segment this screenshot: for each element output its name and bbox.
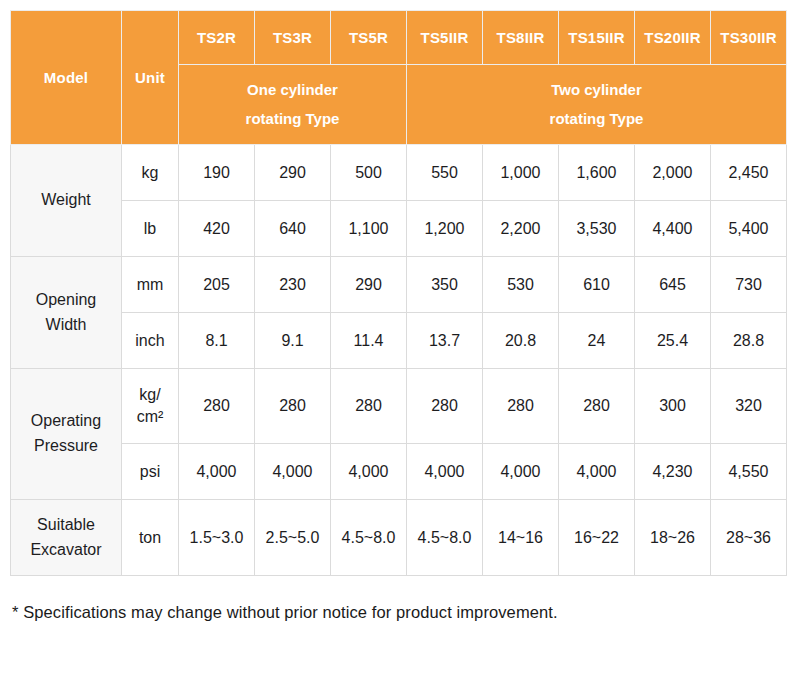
spec-value-cell: 4,000	[559, 444, 635, 500]
table-row: Operating Pressure kg/ cm² 280 280 280 2…	[11, 369, 787, 444]
spec-value-cell: 300	[635, 369, 711, 444]
spec-value-cell: 205	[179, 257, 255, 313]
row-label-suitable-excavator: Suitable Excavator	[11, 500, 122, 576]
group-header-two-cylinder: Two cylinder rotating Type	[407, 65, 787, 145]
table-row: Suitable Excavator ton 1.5~3.0 2.5~5.0 4…	[11, 500, 787, 576]
spec-value-cell: 28~36	[711, 500, 787, 576]
spec-value-cell: 4,000	[483, 444, 559, 500]
spec-value-cell: 4,400	[635, 201, 711, 257]
unit-cell-ton: ton	[122, 500, 179, 576]
spec-value-cell: 28.8	[711, 313, 787, 369]
model-header-cell: Model	[11, 11, 122, 145]
col-header-ts30iir: TS30IIR	[711, 11, 787, 65]
col-header-ts20iir: TS20IIR	[635, 11, 711, 65]
spec-value-cell: 280	[559, 369, 635, 444]
spec-value-cell: 11.4	[331, 313, 407, 369]
spec-value-cell: 4,000	[407, 444, 483, 500]
row-label-operating-pressure: Operating Pressure	[11, 369, 122, 500]
spec-value-cell: 550	[407, 145, 483, 201]
unit-cell-inch: inch	[122, 313, 179, 369]
spec-value-cell: 610	[559, 257, 635, 313]
spec-value-cell: 420	[179, 201, 255, 257]
spec-value-cell: 280	[331, 369, 407, 444]
table-row: Opening Width mm 205 230 290 350 530 610…	[11, 257, 787, 313]
spec-value-cell: 320	[711, 369, 787, 444]
spec-value-cell: 350	[407, 257, 483, 313]
spec-value-cell: 530	[483, 257, 559, 313]
spec-value-cell: 1,200	[407, 201, 483, 257]
spec-table: Model Unit TS2R TS3R TS5R TS5IIR TS8IIR …	[10, 10, 787, 576]
spec-value-cell: 290	[331, 257, 407, 313]
col-header-ts15iir: TS15IIR	[559, 11, 635, 65]
spec-value-cell: 730	[711, 257, 787, 313]
spec-value-cell: 640	[255, 201, 331, 257]
spec-value-cell: 280	[483, 369, 559, 444]
spec-value-cell: 290	[255, 145, 331, 201]
col-header-ts5r: TS5R	[331, 11, 407, 65]
spec-value-cell: 8.1	[179, 313, 255, 369]
spec-value-cell: 5,400	[711, 201, 787, 257]
col-header-ts5iir: TS5IIR	[407, 11, 483, 65]
spec-value-cell: 2,000	[635, 145, 711, 201]
spec-value-cell: 13.7	[407, 313, 483, 369]
table-row: psi 4,000 4,000 4,000 4,000 4,000 4,000 …	[11, 444, 787, 500]
spec-value-cell: 4,000	[331, 444, 407, 500]
unit-cell-kg: kg	[122, 145, 179, 201]
spec-value-cell: 280	[179, 369, 255, 444]
spec-value-cell: 645	[635, 257, 711, 313]
spec-value-cell: 2,450	[711, 145, 787, 201]
unit-header-cell: Unit	[122, 11, 179, 145]
spec-value-cell: 14~16	[483, 500, 559, 576]
spec-value-cell: 230	[255, 257, 331, 313]
spec-value-cell: 4,000	[179, 444, 255, 500]
spec-value-cell: 9.1	[255, 313, 331, 369]
spec-value-cell: 18~26	[635, 500, 711, 576]
spec-value-cell: 24	[559, 313, 635, 369]
spec-value-cell: 280	[255, 369, 331, 444]
spec-value-cell: 4.5~8.0	[331, 500, 407, 576]
table-row: Weight kg 190 290 500 550 1,000 1,600 2,…	[11, 145, 787, 201]
spec-value-cell: 280	[407, 369, 483, 444]
spec-value-cell: 16~22	[559, 500, 635, 576]
unit-cell-mm: mm	[122, 257, 179, 313]
unit-cell-psi: psi	[122, 444, 179, 500]
spec-value-cell: 4,000	[255, 444, 331, 500]
spec-value-cell: 1,600	[559, 145, 635, 201]
group-header-one-cylinder: One cylinder rotating Type	[179, 65, 407, 145]
spec-value-cell: 20.8	[483, 313, 559, 369]
spec-value-cell: 25.4	[635, 313, 711, 369]
unit-cell-kgcm2: kg/ cm²	[122, 369, 179, 444]
spec-value-cell: 1,000	[483, 145, 559, 201]
row-label-opening-width: Opening Width	[11, 257, 122, 369]
spec-value-cell: 4,230	[635, 444, 711, 500]
header-row-models: Model Unit TS2R TS3R TS5R TS5IIR TS8IIR …	[11, 11, 787, 65]
page: Model Unit TS2R TS3R TS5R TS5IIR TS8IIR …	[0, 0, 796, 683]
spec-value-cell: 4,550	[711, 444, 787, 500]
spec-value-cell: 4.5~8.0	[407, 500, 483, 576]
unit-cell-lb: lb	[122, 201, 179, 257]
spec-value-cell: 2.5~5.0	[255, 500, 331, 576]
table-row: inch 8.1 9.1 11.4 13.7 20.8 24 25.4 28.8	[11, 313, 787, 369]
spec-value-cell: 2,200	[483, 201, 559, 257]
col-header-ts2r: TS2R	[179, 11, 255, 65]
table-row: lb 420 640 1,100 1,200 2,200 3,530 4,400…	[11, 201, 787, 257]
col-header-ts8iir: TS8IIR	[483, 11, 559, 65]
spec-value-cell: 3,530	[559, 201, 635, 257]
spec-value-cell: 500	[331, 145, 407, 201]
footnote: * Specifications may change without prio…	[12, 603, 786, 622]
row-label-weight: Weight	[11, 145, 122, 257]
col-header-ts3r: TS3R	[255, 11, 331, 65]
spec-value-cell: 1.5~3.0	[179, 500, 255, 576]
spec-value-cell: 1,100	[331, 201, 407, 257]
spec-value-cell: 190	[179, 145, 255, 201]
